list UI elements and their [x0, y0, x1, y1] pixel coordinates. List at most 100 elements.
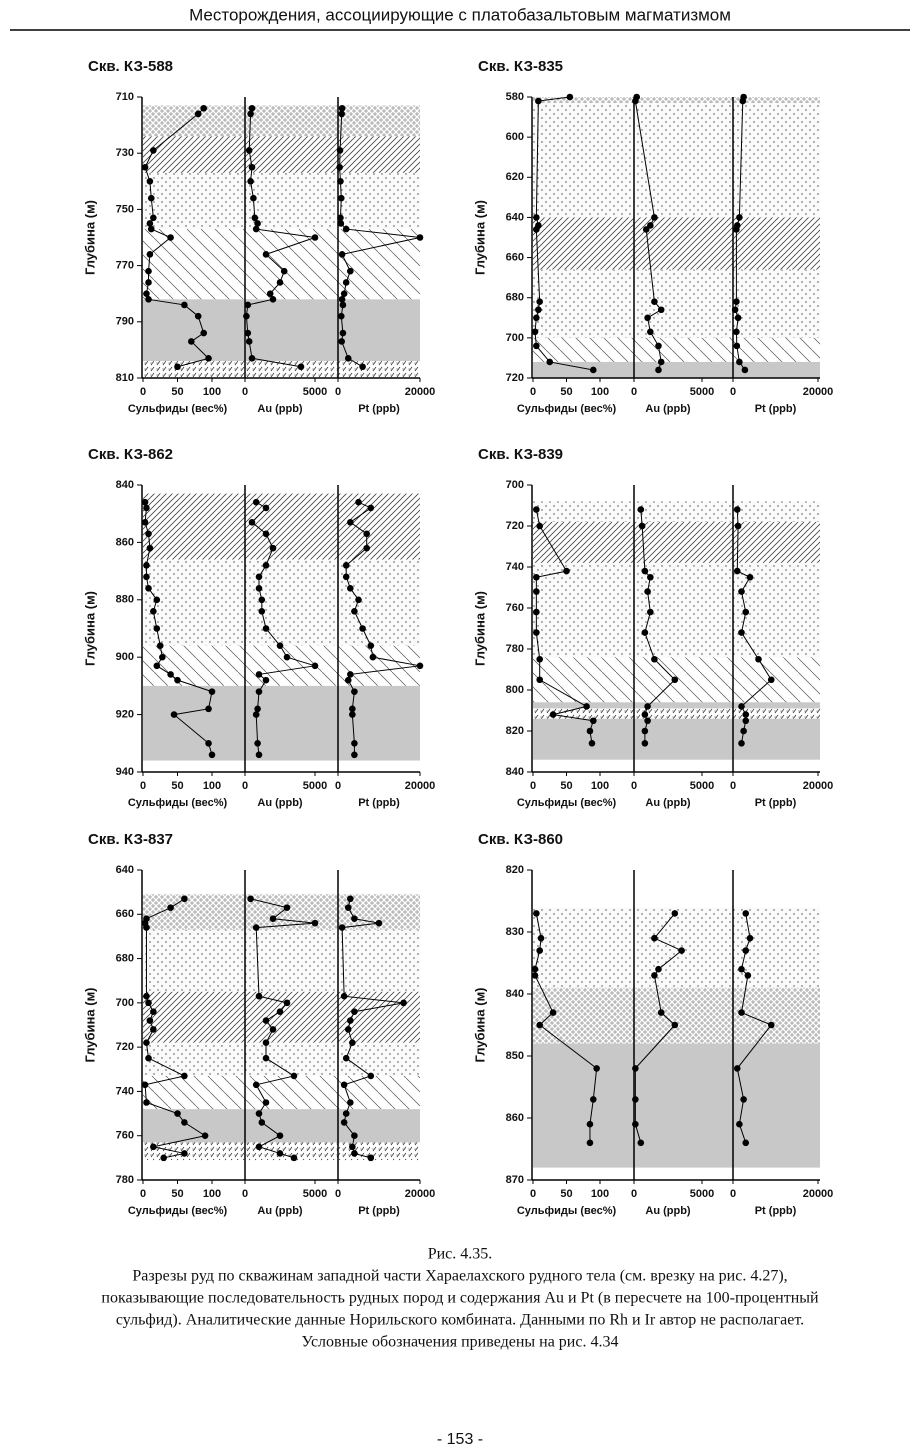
- y-tick-label: 800: [506, 684, 524, 696]
- y-tick-label: 580: [506, 91, 524, 103]
- x-tick-label: 20000: [405, 780, 436, 792]
- y-tick-label: 640: [116, 864, 134, 876]
- data-point: [145, 999, 152, 1007]
- y-tick-label: 660: [116, 908, 134, 920]
- data-point: [657, 1009, 665, 1016]
- data-point: [355, 596, 362, 604]
- series-name: Au (ppb): [257, 797, 303, 809]
- data-point: [563, 567, 570, 575]
- data-point: [255, 1110, 263, 1117]
- data-point: [252, 1081, 260, 1089]
- data-point: [266, 290, 274, 298]
- data-point: [742, 910, 750, 917]
- data-point: [269, 544, 277, 552]
- data-point: [632, 1120, 639, 1128]
- x-tick-label: 5000: [303, 386, 327, 398]
- data-point: [181, 301, 188, 309]
- data-point: [252, 711, 260, 718]
- data-point: [533, 342, 540, 350]
- panel-title: Скв. КЗ-839: [478, 446, 563, 463]
- data-point: [742, 1139, 750, 1147]
- data-point: [678, 947, 685, 954]
- caption-line: Разрезы руд по скважинам западной части …: [132, 1268, 787, 1285]
- data-point: [533, 910, 540, 917]
- x-tick-label: 5000: [690, 780, 714, 792]
- data-point: [657, 358, 665, 366]
- data-point: [733, 298, 740, 306]
- data-point: [349, 705, 356, 713]
- data-point: [340, 992, 348, 1000]
- data-point: [537, 934, 545, 942]
- x-tick-label: 5000: [303, 780, 327, 792]
- lithology-layer: [533, 217, 820, 270]
- data-point: [347, 585, 354, 592]
- data-point: [248, 519, 256, 526]
- data-point: [367, 1154, 375, 1162]
- data-point: [351, 1132, 358, 1140]
- x-tick-label: 0: [335, 1188, 341, 1200]
- series-name: Pt (ppb): [358, 797, 400, 809]
- data-point: [738, 703, 745, 710]
- data-point: [342, 1054, 350, 1062]
- data-point: [245, 338, 253, 345]
- data-point: [337, 214, 344, 222]
- data-point: [733, 506, 741, 513]
- series-name: Сульфиды (вес%): [128, 403, 228, 415]
- lithology-layer: [143, 105, 420, 137]
- data-point: [739, 97, 747, 105]
- data-point: [586, 727, 594, 735]
- data-point: [533, 608, 540, 616]
- y-tick-label: 740: [506, 561, 524, 573]
- x-tick-label: 0: [631, 386, 637, 398]
- y-tick-label: 720: [116, 1041, 134, 1053]
- panel-title: Скв. КЗ-862: [88, 446, 173, 463]
- data-point: [269, 1026, 277, 1033]
- series-name: Pt (ppb): [358, 1205, 400, 1217]
- x-tick-label: 0: [530, 386, 536, 398]
- running-header: Месторождения, ассоциирующие с платобаза…: [189, 5, 731, 24]
- data-point: [141, 163, 149, 171]
- data-point: [205, 740, 212, 747]
- lithology-layer: [143, 685, 420, 761]
- data-point: [255, 671, 263, 678]
- data-point: [734, 522, 742, 530]
- data-point: [311, 662, 319, 670]
- data-point: [146, 1017, 154, 1024]
- data-point: [181, 1072, 188, 1080]
- data-point: [344, 676, 352, 684]
- data-point: [167, 904, 174, 911]
- data-point: [245, 147, 253, 154]
- x-tick-label: 0: [335, 386, 341, 398]
- data-point: [642, 226, 650, 233]
- data-point: [297, 363, 305, 371]
- lithology-layer: [533, 987, 820, 1044]
- y-tick-label: 700: [506, 332, 524, 344]
- data-point: [255, 1143, 263, 1151]
- data-point: [746, 934, 754, 942]
- series-name: Сульфиды (вес%): [517, 1205, 617, 1217]
- y-tick-label: 900: [116, 651, 134, 663]
- data-point: [533, 506, 540, 513]
- data-point: [647, 573, 654, 581]
- x-tick-label: 100: [591, 1188, 609, 1200]
- data-point: [337, 312, 345, 320]
- x-tick-label: 0: [242, 386, 248, 398]
- data-point: [339, 301, 347, 309]
- data-point: [342, 1110, 350, 1117]
- lithology-layer: [533, 1043, 820, 1168]
- data-point: [146, 178, 154, 185]
- data-point: [347, 671, 354, 678]
- lithology-layer: [143, 299, 420, 362]
- series-name: Сульфиды (вес%): [128, 797, 228, 809]
- data-point: [170, 711, 178, 718]
- data-point: [194, 110, 202, 118]
- x-tick-label: 0: [730, 386, 736, 398]
- data-point: [349, 711, 356, 718]
- y-tick-label: 880: [116, 594, 134, 606]
- data-point: [767, 676, 775, 684]
- data-point: [254, 705, 261, 713]
- data-point: [367, 642, 375, 650]
- data-point: [201, 1132, 209, 1140]
- data-point: [247, 895, 254, 903]
- data-point: [338, 104, 346, 112]
